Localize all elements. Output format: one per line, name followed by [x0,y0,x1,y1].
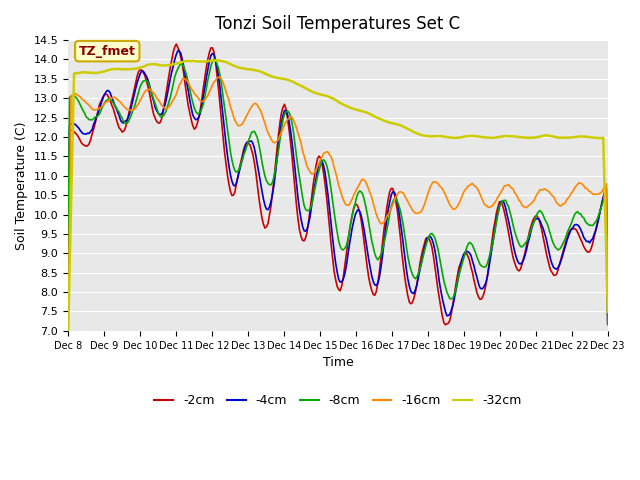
-8cm [131,105,138,110]
-16cm [253,102,261,108]
Line: -32cm: -32cm [68,60,608,338]
Line: -8cm: -8cm [68,59,608,324]
-2cm [64,286,72,292]
-8cm [301,206,309,212]
-8cm [604,322,612,327]
-4cm [244,139,252,144]
-32cm [64,336,72,341]
-8cm [253,135,261,141]
Line: -2cm: -2cm [68,44,608,325]
-2cm [244,141,252,146]
-4cm [131,91,138,97]
Line: -4cm: -4cm [68,51,608,324]
-32cm [253,68,261,74]
-8cm [210,56,218,62]
-8cm [244,138,252,144]
-16cm [244,109,252,115]
-4cm [301,228,309,234]
-4cm [575,224,583,229]
-16cm [227,104,234,109]
-32cm [131,66,138,72]
-32cm [301,85,309,91]
-32cm [227,61,234,67]
-4cm [604,321,612,327]
-16cm [64,347,72,353]
Title: Tonzi Soil Temperatures Set C: Tonzi Soil Temperatures Set C [215,15,460,33]
-8cm [227,148,234,154]
Text: TZ_fmet: TZ_fmet [79,45,136,58]
-2cm [604,322,612,327]
-4cm [227,172,234,178]
-2cm [577,236,584,242]
-2cm [253,183,261,189]
-2cm [301,235,309,241]
-16cm [131,107,138,112]
-32cm [604,309,612,315]
-32cm [213,58,221,63]
Y-axis label: Soil Temperature (C): Soil Temperature (C) [15,121,28,250]
-2cm [131,87,138,93]
-32cm [575,133,583,139]
-4cm [64,281,72,287]
Line: -16cm: -16cm [68,77,608,350]
X-axis label: Time: Time [323,356,353,369]
-4cm [174,48,182,54]
-2cm [442,322,449,328]
Legend: -2cm, -4cm, -8cm, -16cm, -32cm: -2cm, -4cm, -8cm, -16cm, -32cm [149,389,527,412]
-16cm [604,284,612,290]
-2cm [227,189,234,194]
-16cm [575,180,583,186]
-16cm [216,74,224,80]
-4cm [253,162,261,168]
-8cm [64,263,72,268]
-32cm [244,66,252,72]
-2cm [172,41,180,47]
-8cm [575,211,583,216]
-16cm [301,158,309,164]
